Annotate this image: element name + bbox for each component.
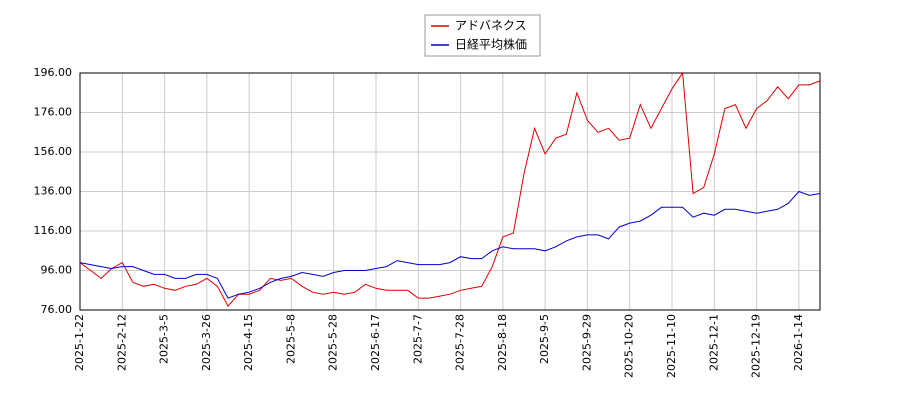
x-tick-label: 2025-7-28 xyxy=(454,314,467,371)
y-tick-label: 136.00 xyxy=(34,185,73,198)
y-tick-label: 76.00 xyxy=(41,303,73,316)
x-tick-label: 2025-4-15 xyxy=(242,314,255,371)
y-tick-label: 156.00 xyxy=(34,145,73,158)
x-tick-label: 2025-7-7 xyxy=(411,314,424,364)
x-tick-label: 2025-12-19 xyxy=(750,314,763,378)
y-tick-label: 196.00 xyxy=(34,66,73,79)
legend-label: アドバネクス xyxy=(455,19,527,33)
legend-label: 日経平均株価 xyxy=(455,37,527,52)
x-tick-label: 2025-3-26 xyxy=(200,314,213,371)
x-tick-label: 2025-11-10 xyxy=(665,314,678,378)
line-series xyxy=(79,190,821,299)
y-tick-label: 176.00 xyxy=(34,106,73,119)
x-tick-label: 2025-5-28 xyxy=(327,314,340,371)
y-tick-label: 96.00 xyxy=(41,264,73,277)
legend-box xyxy=(424,14,541,57)
y-tick-label: 116.00 xyxy=(34,224,73,237)
plot-frame xyxy=(79,72,821,311)
x-tick-label: 2025-9-5 xyxy=(538,314,551,364)
x-tick-label: 2026-1-14 xyxy=(792,314,805,371)
x-tick-label: 2025-2-12 xyxy=(115,314,128,371)
x-tick-label: 2025-8-18 xyxy=(496,314,509,371)
x-tick-label: 2025-6-17 xyxy=(369,314,382,371)
x-tick-label: 2025-1-22 xyxy=(73,314,86,371)
x-tick-label: 2025-5-8 xyxy=(284,314,297,364)
x-tick-label: 2025-12-1 xyxy=(707,314,720,371)
line-series xyxy=(79,71,821,307)
x-tick-label: 2025-3-5 xyxy=(158,314,171,364)
x-tick-label: 2025-9-29 xyxy=(580,314,593,371)
x-tick-label: 2025-10-20 xyxy=(623,314,636,378)
